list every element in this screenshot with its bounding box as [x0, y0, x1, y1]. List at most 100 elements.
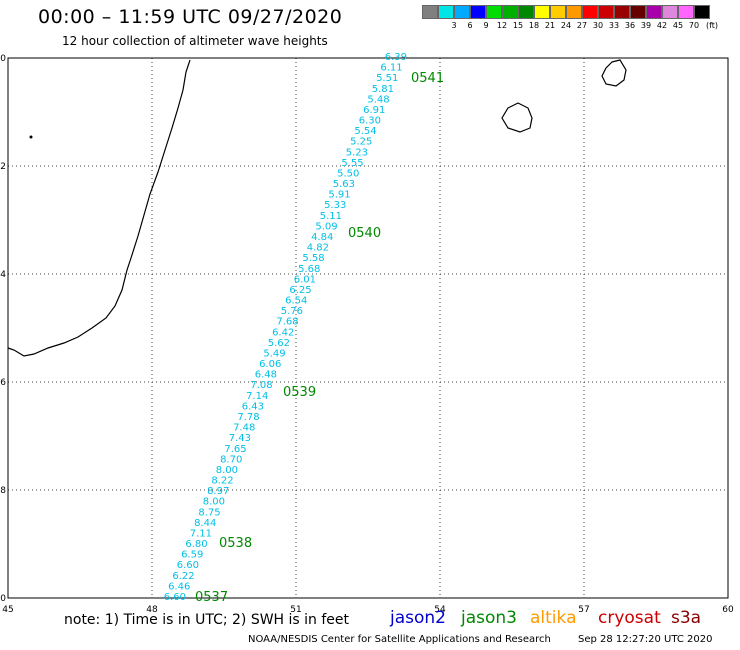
y-tick-label: -26 [0, 378, 6, 388]
scale-swatch [486, 5, 502, 19]
swh-value: 7.43 [229, 433, 251, 444]
scale-swatch [534, 5, 550, 19]
scale-label: 39 [640, 21, 652, 30]
swh-value: 6.43 [242, 401, 264, 412]
swh-value: 8.75 [198, 507, 220, 518]
x-tick-label: 51 [290, 605, 301, 615]
satellite-legend-item: jason2 [390, 608, 446, 628]
lat-lon-grid [8, 58, 728, 598]
scale-swatch [582, 5, 598, 19]
credit-text: NOAA/NESDIS Center for Satellite Applica… [248, 634, 551, 645]
scale-label: 3 [451, 21, 457, 30]
swh-value: 8.97 [207, 486, 229, 497]
satellite-legend-item: cryosat [598, 608, 661, 628]
madagascar-coastline [7, 59, 191, 357]
y-tick-label: -24 [0, 270, 6, 280]
scale-swatch [470, 5, 486, 19]
swh-value: 6.80 [185, 539, 207, 550]
swh-value: 8.44 [194, 518, 216, 529]
swh-value: 8.00 [203, 497, 225, 508]
swh-value: 6.60 [177, 560, 199, 571]
small-island [29, 135, 33, 139]
time-label: 0540 [348, 226, 381, 241]
scale-swatch [502, 5, 518, 19]
swh-value: 8.70 [220, 454, 242, 465]
swh-value: 6.48 [255, 370, 277, 381]
time-label: 0537 [195, 590, 228, 605]
swh-value: 7.08 [250, 380, 272, 391]
scale-label: 9 [483, 21, 489, 30]
scale-swatch [518, 5, 534, 19]
swh-value: 8.00 [216, 465, 238, 476]
swh-value: 7.11 [190, 528, 212, 539]
x-tick-label: 45 [2, 605, 13, 615]
time-label: 0538 [219, 536, 252, 551]
scale-label: 30 [592, 21, 604, 30]
mauritius-island-outline [601, 59, 627, 87]
map-subtitle: 12 hour collection of altimeter wave hei… [62, 34, 328, 48]
swh-value: 5.25 [350, 137, 372, 148]
scale-swatch [422, 5, 438, 19]
scale-label: 12 [496, 21, 508, 30]
land-outlines [7, 59, 627, 357]
map-title: 00:00 – 11:59 UTC 09/27/2020 [38, 6, 343, 28]
color-scale-swatches [422, 5, 710, 19]
swh-value: 7.78 [237, 412, 259, 423]
scale-label: 36 [624, 21, 636, 30]
scale-label: 45 [672, 21, 684, 30]
scale-unit: (ft) [705, 21, 719, 30]
footnote: note: 1) Time is in UTC; 2) SWH is in fe… [64, 612, 350, 628]
swh-value: 5.50 [337, 168, 359, 179]
scale-swatch [678, 5, 694, 19]
timestamp-text: Sep 28 12:27:20 UTC 2020 [578, 634, 713, 645]
swh-value: 7.65 [224, 444, 246, 455]
scale-swatch [694, 5, 710, 19]
satellite-legend-item: altika [530, 608, 577, 628]
scale-swatch [630, 5, 646, 19]
swh-value: 6.60 [164, 592, 186, 603]
scale-label: 33 [608, 21, 620, 30]
swh-value: 5.68 [298, 264, 320, 275]
swh-value: 7.68 [276, 317, 298, 328]
scale-label: 42 [656, 21, 668, 30]
swh-value: 6.25 [289, 285, 311, 296]
color-scale-legend: 3 6 9 12 15 18 21 24 27 30 33 36 39 42 45 70 (ft) [422, 5, 718, 45]
scale-label: 15 [512, 21, 524, 30]
swh-value: 6.54 [285, 296, 307, 307]
y-tick-label: -20 [0, 54, 6, 64]
reunion-island-outline [501, 102, 533, 133]
swh-value: 6.11 [380, 63, 402, 74]
swh-value: 7.14 [246, 391, 268, 402]
swh-value: 6.01 [294, 274, 316, 285]
swh-value: 6.06 [259, 359, 281, 370]
map-frame [7, 57, 729, 599]
swh-value: 5.11 [320, 211, 342, 222]
x-tick-label: 60 [722, 605, 734, 615]
satellite-legend-item: jason3 [461, 608, 517, 628]
y-tick-label: -30 [0, 594, 6, 604]
swh-value: 4.82 [307, 243, 329, 254]
scale-swatch [566, 5, 582, 19]
scale-label: 24 [560, 21, 572, 30]
swh-value: 7.48 [233, 423, 255, 434]
swh-value: 5.55 [341, 158, 363, 169]
swh-value: 6.30 [359, 116, 381, 127]
swh-value: 6.46 [168, 581, 190, 592]
swh-value: 5.23 [346, 147, 368, 158]
time-label: 0541 [411, 71, 444, 86]
scale-label: 18 [528, 21, 540, 30]
swh-value: 5.91 [328, 190, 350, 201]
swh-value: 5.54 [354, 126, 376, 137]
swh-value: 6.39 [385, 52, 407, 63]
swh-value: 5.33 [324, 200, 346, 211]
swh-value: 5.09 [315, 221, 337, 232]
axis-tick-labels: 45 48 51 54 57 60 -20 -22 -24 -26 -28 -30 [0, 54, 734, 615]
color-scale-labels: 3 6 9 12 15 18 21 24 27 30 33 36 39 42 45 70 (ft) [422, 19, 718, 33]
scale-swatch [438, 5, 454, 19]
scale-label: 27 [576, 21, 588, 30]
time-label: 0539 [283, 385, 316, 400]
swh-value: 6.59 [181, 550, 203, 561]
x-tick-label: 48 [146, 605, 158, 615]
swh-value: 6.42 [272, 327, 294, 338]
scale-swatch [598, 5, 614, 19]
